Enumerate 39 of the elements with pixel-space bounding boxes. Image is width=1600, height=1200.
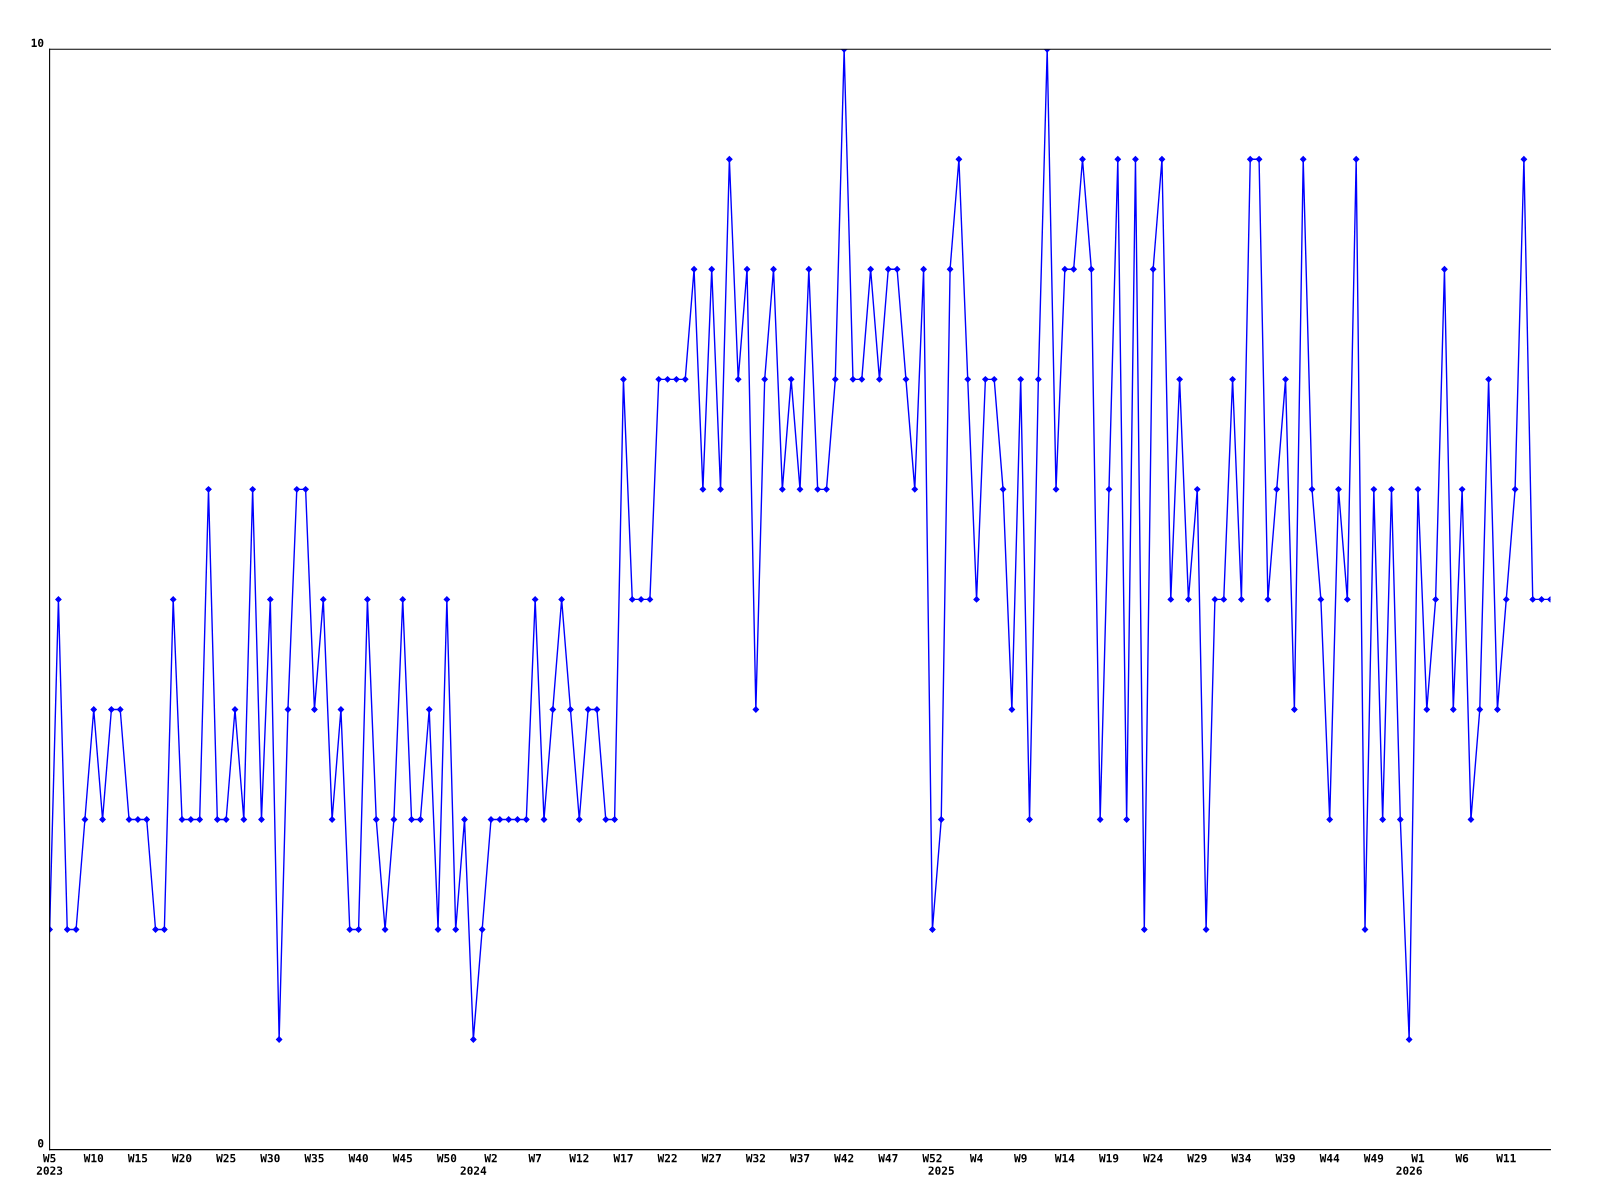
- x-tick-label: W6: [1455, 1153, 1469, 1163]
- x-tick-label: W11: [1496, 1154, 1516, 1163]
- x-tick-label: W39: [1275, 1153, 1295, 1163]
- x-tick-label: W22: [657, 1153, 677, 1163]
- x-tick-label: W2: [484, 1153, 497, 1163]
- x-tick-label: W44: [1319, 1154, 1340, 1163]
- x-tick-label: W52: [922, 1153, 942, 1163]
- x-tick-label: W47: [878, 1154, 898, 1163]
- x-tick-label: W45: [392, 1154, 413, 1163]
- x-tick-label: W1: [1411, 1154, 1425, 1163]
- x-tick-label: 2024: [460, 1166, 487, 1175]
- x-tick-label: W40: [348, 1153, 368, 1163]
- y-tick-label: 0: [38, 1139, 44, 1148]
- x-tick-label: 2025: [928, 1166, 954, 1175]
- x-tick-label: W10: [83, 1153, 104, 1163]
- x-tick-label: W34: [1231, 1153, 1251, 1163]
- x-tick-label: W50: [436, 1153, 457, 1163]
- x-tick-label: W17: [613, 1154, 633, 1163]
- x-tick-label: W27: [701, 1153, 721, 1163]
- x-tick-label: W14: [1054, 1154, 1075, 1163]
- x-tick-label: W15: [127, 1154, 148, 1163]
- x-tick-label: W4: [969, 1154, 983, 1163]
- x-tick-label: W35: [304, 1153, 324, 1163]
- x-tick-label: W20: [171, 1153, 192, 1163]
- x-tick-label: 2026: [1396, 1166, 1422, 1175]
- x-tick-label: W19: [1098, 1154, 1119, 1163]
- x-tick-label: W25: [216, 1153, 236, 1163]
- y-tick-label: 10: [31, 38, 44, 48]
- x-tick-label: W5 2023: [36, 1154, 63, 1175]
- x-tick-label: W24: [1143, 1153, 1163, 1163]
- x-tick-label: W7: [528, 1154, 542, 1163]
- x-tick-label: W42: [834, 1153, 854, 1163]
- x-tick-label: W9: [1014, 1154, 1027, 1163]
- x-tick-label: W37: [789, 1153, 810, 1163]
- x-tick-label: W49: [1363, 1154, 1384, 1163]
- x-tick-label: W30: [260, 1153, 280, 1163]
- x-tick-label: W32: [745, 1153, 765, 1163]
- x-tick-label: W12: [569, 1153, 589, 1163]
- x-tick-label: W29: [1187, 1153, 1207, 1163]
